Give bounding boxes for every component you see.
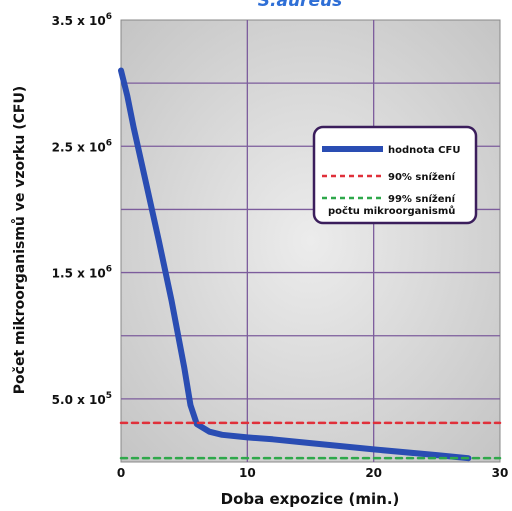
x-tick-label-2: 20 bbox=[365, 466, 382, 480]
plot-area bbox=[120, 19, 501, 463]
x-tick-label-1: 10 bbox=[239, 466, 256, 480]
legend-label-cfu: hodnota CFU bbox=[388, 145, 460, 156]
legend-label-99-line2: počtu mikroorganismů bbox=[328, 204, 455, 217]
series-line-0 bbox=[118, 67, 472, 462]
y-tick-label-2: 2.5 x 106 bbox=[52, 138, 112, 154]
x-tick-label-0: 0 bbox=[117, 466, 125, 480]
legend-label-99-line1: 99% snížení bbox=[388, 193, 456, 205]
x-axis-label: Doba expozice (min.) bbox=[221, 490, 400, 508]
y-tick-label-1: 1.5 x 106 bbox=[52, 265, 112, 281]
legend: hodnota CFU 90% snížení 99% snížení počt… bbox=[312, 125, 478, 225]
chart-title: S.aureus bbox=[258, 0, 342, 11]
series-layer bbox=[118, 67, 502, 462]
y-tick-label-0: 5.0 x 105 bbox=[52, 391, 112, 407]
y-tick-label-3: 3.5 x 106 bbox=[52, 12, 112, 28]
tick-labels: 0 10 20 30 5.0 x 105 1.5 x 106 2.5 x 106 3.5 x … bbox=[52, 12, 509, 480]
x-tick-label-3: 30 bbox=[492, 466, 509, 480]
y-axis-label: Počet mikroorganismů ve vzorku (CFU) bbox=[11, 86, 28, 394]
grid bbox=[121, 20, 500, 462]
legend-label-90: 90% snížení bbox=[388, 171, 456, 183]
